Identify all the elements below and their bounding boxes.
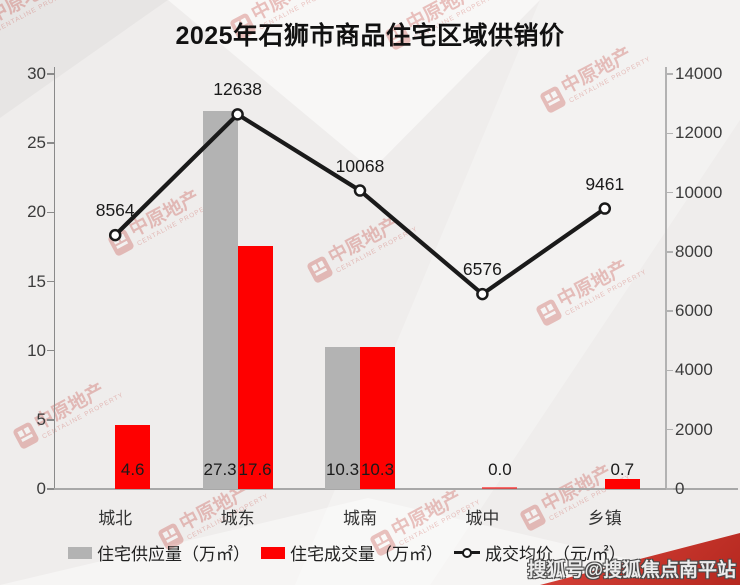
right-axis-tick (666, 369, 673, 372)
right-axis-tick (666, 310, 673, 312)
left-axis-tick (47, 419, 54, 421)
right-axis-tick (666, 73, 673, 75)
left-axis-tick (47, 280, 54, 283)
right-axis-tick-label: 0 (675, 479, 685, 498)
right-axis-tick (666, 428, 673, 431)
price-point-marker (353, 184, 367, 197)
left-axis-tick-label: 25 (27, 133, 46, 153)
supply-bar-label: 10.3 (325, 460, 360, 479)
legend-label-price: 成交均价（元/㎡） (485, 545, 626, 564)
right-axis-tick-label: 6000 (675, 301, 713, 321)
right-axis-line (665, 67, 667, 489)
left-axis-tick-label: 0 (36, 479, 46, 498)
left-axis-tick (47, 142, 54, 144)
price-point-marker (231, 108, 244, 121)
category-label: 城南 (343, 509, 377, 528)
sales-bar-label: 0.7 (610, 460, 635, 479)
right-axis-tick-label: 14000 (675, 64, 723, 83)
right-axis-tick-label: 8000 (675, 241, 713, 261)
sales-swatch-icon (261, 546, 285, 559)
right-axis-tick-label: 10000 (675, 182, 723, 202)
sales-bar (604, 479, 640, 489)
sales-bar-label: 17.6 (238, 460, 272, 479)
price-point-label: 6576 (462, 259, 502, 280)
price-point-marker (598, 202, 612, 215)
legend-label-sales: 住宅成交量（万㎡） (290, 545, 443, 564)
left-axis-tick (47, 73, 54, 75)
legend-item-supply: 住宅供应量（万㎡） (68, 540, 250, 565)
price-point-label: 12638 (213, 79, 262, 100)
category-label: 城东 (220, 509, 255, 528)
right-axis-tick (666, 132, 673, 135)
legend-label-supply: 住宅供应量（万㎡） (97, 545, 250, 564)
left-axis-tick (47, 211, 54, 214)
legend-item-price: 成交均价（元/㎡） (454, 540, 626, 565)
left-axis-tick-label: 30 (27, 64, 46, 83)
price-point-marker (476, 287, 489, 301)
right-axis-tick-label: 4000 (675, 360, 713, 380)
price-line (113, 112, 607, 297)
category-label: 城中 (465, 509, 500, 528)
left-axis-tick-label: 5 (36, 409, 46, 429)
sales-bar (482, 487, 518, 489)
left-axis-line (53, 67, 55, 489)
left-axis-tick-label: 20 (27, 202, 46, 222)
sales-bar-label: 0.0 (488, 460, 512, 479)
price-point-label: 9461 (585, 173, 625, 194)
supply-swatch-icon (68, 546, 92, 559)
price-point-label: 8564 (95, 200, 135, 221)
right-axis-tick (666, 191, 673, 194)
price-point-marker (108, 228, 122, 242)
sales-bar (360, 346, 395, 489)
price-point-label: 10068 (335, 155, 385, 176)
right-axis-tick-label: 2000 (675, 419, 713, 439)
right-axis-tick-label: 12000 (675, 123, 723, 143)
sales-bar-label: 10.3 (360, 460, 395, 479)
sohu-watermark-text: 搜狐号@搜狐焦点南平站 (527, 560, 736, 581)
bottom-axis-line (50, 488, 738, 490)
legend-item-sales: 住宅成交量（万㎡） (261, 540, 443, 565)
right-axis-tick (666, 488, 673, 490)
sales-bar (237, 245, 273, 489)
chart-title: 2025年石狮市商品住宅区域供销价 (175, 22, 565, 50)
left-axis-tick (47, 488, 54, 490)
left-axis-tick (47, 349, 54, 352)
chart-legend: 住宅供应量（万㎡） 住宅成交量（万㎡） 成交均价（元/㎡） (68, 540, 626, 565)
category-label: 乡镇 (587, 509, 622, 528)
line-marker-icon (454, 547, 480, 559)
left-axis-tick-label: 10 (27, 340, 46, 360)
supply-bar (202, 111, 238, 489)
supply-bar-label: 27.3 (203, 460, 237, 479)
category-label: 城北 (98, 509, 133, 528)
sales-bar (115, 425, 151, 489)
left-axis-tick-label: 15 (27, 271, 46, 291)
sales-bar-label: 4.6 (120, 460, 145, 479)
right-axis-tick (666, 251, 673, 253)
supply-bar (325, 346, 360, 489)
